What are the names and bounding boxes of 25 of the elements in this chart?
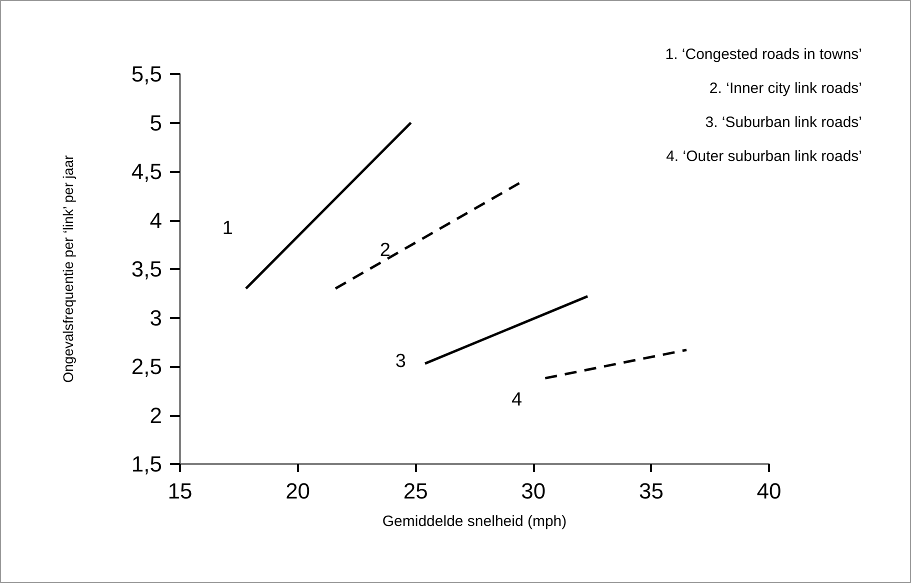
y-tick-label: 5,5 <box>131 62 162 86</box>
y-tick-label: 3,5 <box>131 256 162 282</box>
y-tick-label: 5 <box>150 110 162 136</box>
y-tick-label: 2,5 <box>131 354 162 379</box>
series-label: 3 <box>395 351 406 372</box>
annotation: 3. ‘Suburban link roads’ <box>705 114 862 131</box>
y-tick-label: 1,5 <box>131 452 162 476</box>
x-tick-label: 35 <box>638 478 664 504</box>
text: 1. ‘Congested roads in towns’ <box>665 46 862 63</box>
x-axis-title: Gemiddelde snelheid (mph) <box>382 513 567 530</box>
y-tick-label: 4 <box>150 208 162 233</box>
x-tick-label: 40 <box>756 478 782 504</box>
y-tick-label: 2 <box>150 402 162 428</box>
x-tick-label: 15 <box>168 478 192 504</box>
annotation: 2. ‘Inner city link roads’ <box>709 80 862 97</box>
x-tick-label: 30 <box>521 478 546 504</box>
y-tick-label: 4,5 <box>131 159 162 184</box>
text: 1 <box>222 218 233 239</box>
series-label: 4 <box>512 390 523 411</box>
x-tick-label: 20 <box>286 478 310 504</box>
y-tick-label: 3 <box>150 305 162 330</box>
x-tick-label: 25 <box>403 478 428 504</box>
annotation: 4. ‘Outer suburban link roads’ <box>666 148 862 165</box>
series-label: 2 <box>380 240 390 261</box>
y-axis-title: Ongevalsfrequentie per ‘link’ per jaar <box>60 154 76 383</box>
